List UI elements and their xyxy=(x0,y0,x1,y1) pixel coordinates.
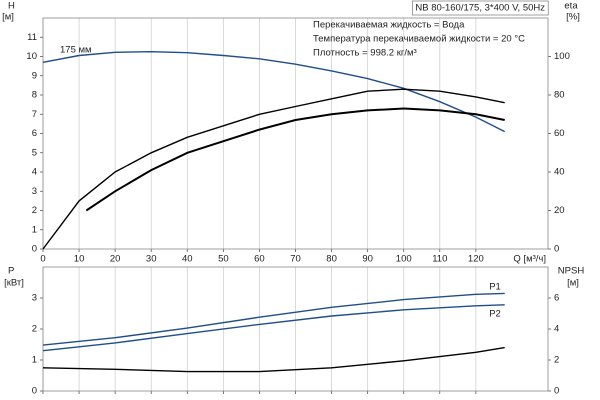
series-label: P2 xyxy=(489,309,501,320)
annotation: Перекачиваемая жидкость = Вода xyxy=(313,20,465,31)
y-tick-label: 5 xyxy=(32,147,37,158)
y2-axis-label: eta xyxy=(564,1,578,12)
y-tick-label: 9 xyxy=(32,70,37,81)
y2-axis-label: NPSH xyxy=(558,266,585,277)
x-tick-label: 10 xyxy=(74,254,85,265)
y2-tick-label: 0 xyxy=(554,244,559,255)
y2-tick-label: 40 xyxy=(554,167,565,178)
y2-tick-label: 6 xyxy=(554,293,559,304)
x-tick-label: 110 xyxy=(432,254,447,265)
y2-tick-label: 60 xyxy=(554,128,565,139)
y-tick-label: 0 xyxy=(32,386,37,397)
y-tick-label: 8 xyxy=(32,90,37,101)
y-tick-label: 1 xyxy=(32,355,37,366)
y-tick-label: 2 xyxy=(32,324,37,335)
annotation: Температура перекачиваемой жидкости = 20… xyxy=(313,34,525,45)
series-line xyxy=(85,107,505,212)
y2-tick-label: 20 xyxy=(554,205,565,216)
x-tick-label: 50 xyxy=(218,254,229,265)
y-tick-label: 2 xyxy=(32,205,37,216)
plot-frame xyxy=(42,266,549,392)
y2-axis-unit: [м] xyxy=(567,278,579,289)
x-tick-label: 120 xyxy=(468,254,484,265)
x-tick-label: 100 xyxy=(396,254,412,265)
y-tick-label: 0 xyxy=(32,244,37,255)
y2-tick-label: 0 xyxy=(554,386,559,397)
y-axis-label: P xyxy=(8,266,14,277)
series-line xyxy=(42,50,506,133)
series-line xyxy=(42,304,505,352)
y2-tick-label: 2 xyxy=(554,355,559,366)
x-tick-label: 30 xyxy=(146,254,157,265)
plot-frame xyxy=(42,17,549,250)
y-tick-label: 11 xyxy=(27,32,37,43)
y2-axis-unit: [%] xyxy=(566,12,580,23)
x-tick-label: 80 xyxy=(326,254,337,265)
y-tick-label: 6 xyxy=(32,128,37,139)
y-tick-label: 3 xyxy=(32,293,37,304)
y-tick-label: 7 xyxy=(32,109,37,120)
y2-tick-label: 80 xyxy=(554,90,565,101)
y-tick-label: 10 xyxy=(26,51,37,62)
x-tick-label: 60 xyxy=(254,254,265,265)
y-tick-label: 4 xyxy=(32,167,37,178)
y2-tick-label: 100 xyxy=(554,51,570,62)
series-line xyxy=(42,88,505,250)
x-axis-label: Q [м³/ч] xyxy=(513,254,546,265)
y-axis-label: H xyxy=(8,1,15,12)
y-axis-unit: [кВт] xyxy=(4,278,24,289)
x-tick-label: 70 xyxy=(290,254,301,265)
y2-tick-label: 4 xyxy=(554,324,559,335)
series-line xyxy=(42,292,505,346)
x-tick-label: 90 xyxy=(362,254,373,265)
series-label: P1 xyxy=(489,282,501,293)
series-line xyxy=(42,346,505,373)
x-tick-label: 40 xyxy=(182,254,193,265)
y-tick-label: 3 xyxy=(32,186,37,197)
y-axis-unit: [м] xyxy=(2,12,14,23)
x-tick-label: 0 xyxy=(40,254,45,265)
chart-title: NB 80-160/175, 3*400 V, 50Hz xyxy=(415,3,545,14)
y-tick-label: 1 xyxy=(32,224,37,235)
annotation: Плотность = 998.2 кг/м³ xyxy=(313,48,417,59)
series-label: 175 мм xyxy=(60,45,92,56)
title-box xyxy=(412,0,549,16)
x-tick-label: 20 xyxy=(110,254,121,265)
